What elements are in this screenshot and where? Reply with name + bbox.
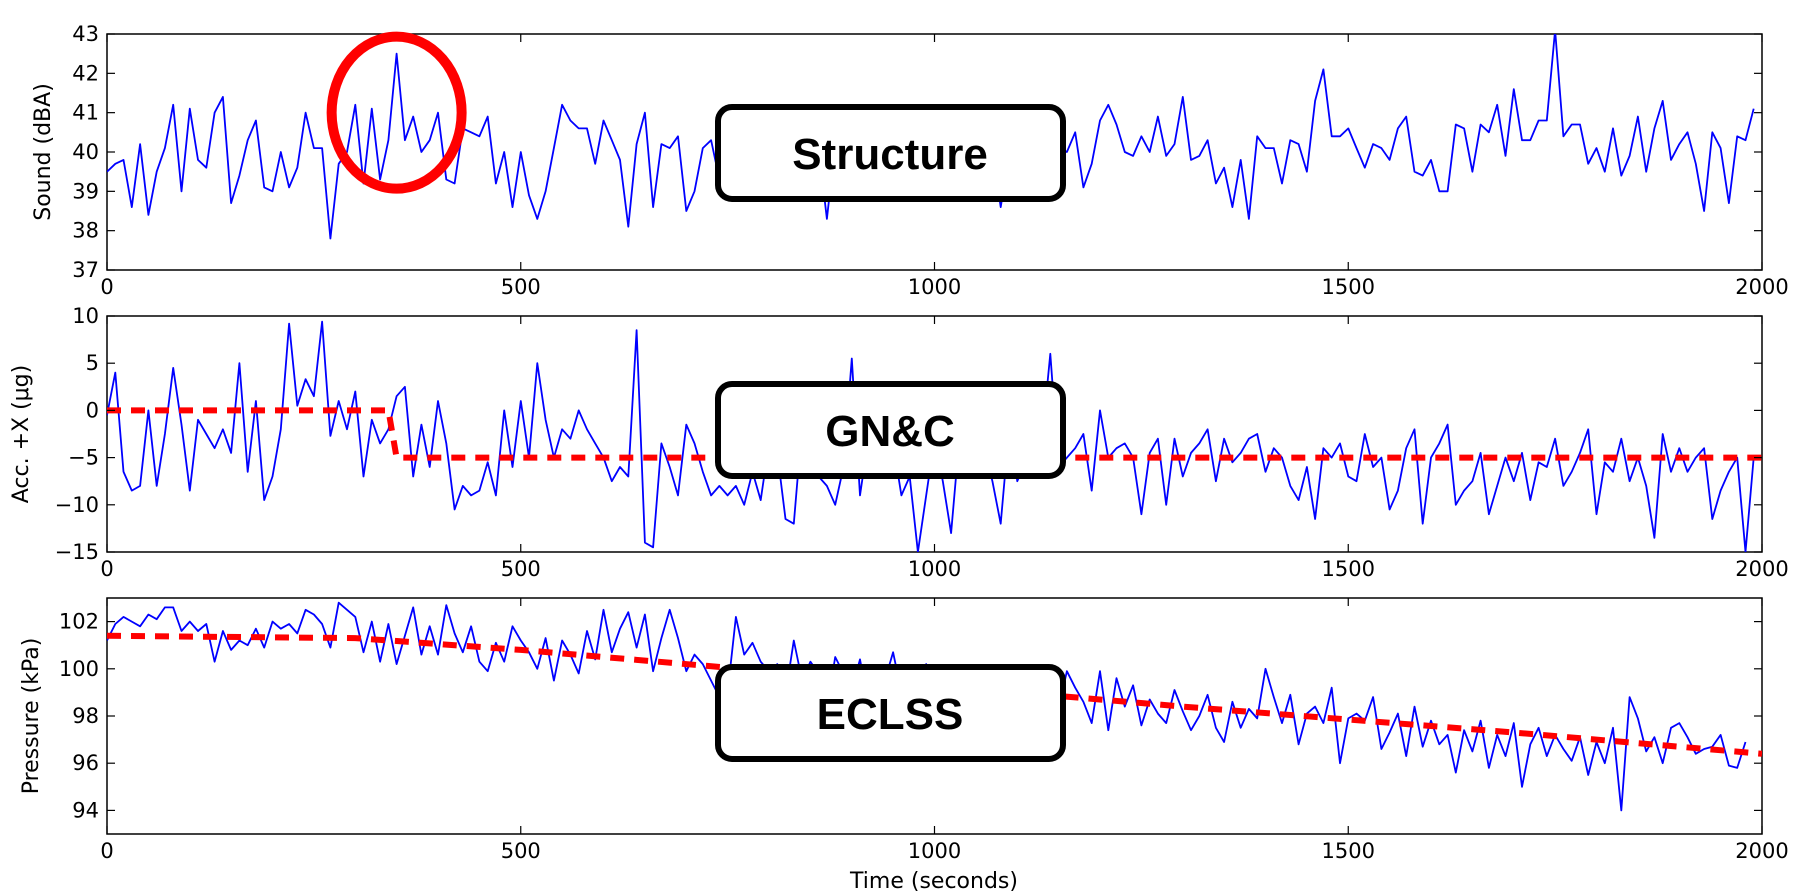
y-axis-label: Acc. +X (μg) [9,365,34,503]
x-ticks: 0 500 1000 1500 2000 [100,316,1789,581]
y-tick-label: 39 [72,179,99,203]
x-tick-label: 2000 [1735,275,1788,299]
x-ticks: 0 500 1000 1500 2000 [100,598,1789,863]
y-tick-label: 40 [72,140,99,164]
y-tick-label: −15 [55,540,99,564]
y-tick-label: 5 [86,351,99,375]
y-tick-label: 94 [72,798,99,822]
panel-tag-label: ECLSS [817,690,964,739]
y-tick-label: 42 [72,61,99,85]
y-tick-label: 38 [72,219,99,243]
y-tick-label: 96 [72,751,99,775]
y-tick-label: 41 [72,101,99,125]
y-tick-label: −10 [55,493,99,517]
x-tick-label: 1000 [908,275,961,299]
y-tick-label: 100 [59,657,99,681]
panel-structure: 0 500 1000 1500 2000 37 38 39 40 41 42 43 Sound (d… [31,22,1789,299]
x-tick-label: 1500 [1322,839,1375,863]
x-tick-label: 0 [100,557,113,581]
x-tick-label: 1000 [908,557,961,581]
x-axis-label: Time (seconds) [849,869,1018,893]
x-tick-label: 2000 [1735,839,1788,863]
y-tick-label: 0 [86,398,99,422]
y-axis-label: Sound (dBA) [31,83,56,221]
x-ticks: 0 500 1000 1500 2000 [100,34,1789,299]
highlight-circle [326,31,467,194]
y-ticks: 94 96 98 100 102 [59,610,1762,822]
x-tick-label: 500 [501,839,541,863]
panel-tag-eclss: ECLSS [715,664,1066,762]
x-tick-label: 0 [100,275,113,299]
y-ticks: 37 38 39 40 41 42 43 [72,22,1762,282]
y-tick-label: 37 [72,258,99,282]
x-tick-label: 1500 [1322,557,1375,581]
x-tick-label: 0 [100,839,113,863]
y-tick-label: −5 [68,446,99,470]
x-tick-label: 2000 [1735,557,1788,581]
y-tick-label: 98 [72,704,99,728]
panel-tag-label: Structure [792,130,988,179]
x-tick-label: 1000 [908,839,961,863]
y-axis-label: Pressure (kPa) [19,638,44,795]
panel-tag-gnc: GN&C [715,381,1066,479]
panel-tag-structure: Structure [715,104,1066,202]
y-tick-label: 10 [72,304,99,328]
y-ticks: −15 −10 −5 0 5 10 [55,304,1762,564]
x-tick-label: 500 [501,275,541,299]
y-tick-label: 43 [72,22,99,46]
x-tick-label: 1500 [1322,275,1375,299]
panel-tag-label: GN&C [825,407,955,456]
trend-line [107,407,1762,461]
y-tick-label: 102 [59,610,99,634]
x-tick-label: 500 [501,557,541,581]
